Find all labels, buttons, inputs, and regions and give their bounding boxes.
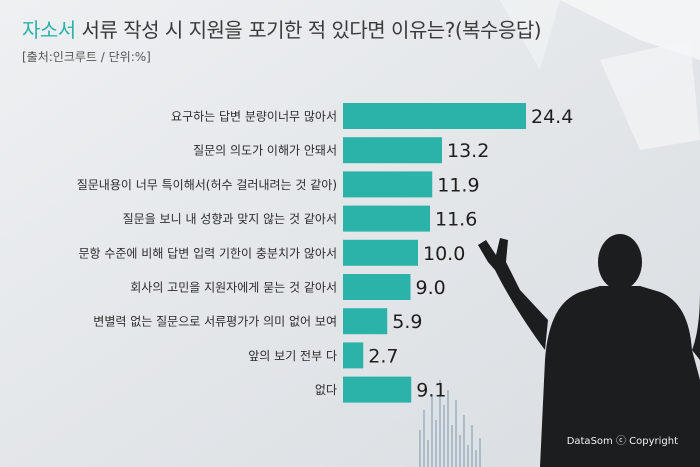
category-label: 질문의 의도가 이해가 안돼서 (193, 144, 337, 158)
value-label: 11.9 (437, 174, 479, 196)
bar (343, 103, 526, 129)
category-label: 요구하는 답변 분량이너무 많아서 (171, 110, 337, 124)
paper-shape (500, 0, 560, 70)
value-label: 9.0 (416, 277, 446, 299)
category-label: 회사의 고민을 지원자에게 묻는 것 같아서 (130, 281, 337, 295)
value-label: 9.1 (416, 380, 446, 402)
value-label: 24.4 (531, 106, 573, 128)
value-label: 13.2 (447, 140, 489, 162)
bar (343, 376, 412, 403)
paper-shape (560, 0, 700, 60)
bar (343, 342, 364, 369)
value-label: 2.7 (368, 345, 398, 367)
category-label: 질문내용이 너무 특이해서(허수 걸러내려는 것 같아) (77, 178, 337, 192)
category-label: 없다 (315, 383, 337, 397)
source-note: [출처:인크루트 / 단위:%] (22, 50, 151, 64)
bar (343, 239, 418, 266)
bar (343, 274, 411, 300)
value-label: 11.6 (435, 209, 477, 231)
chart-title-rest: 서류 작성 시 지원을 포기한 적 있다면 이유는?(복수응답) (75, 18, 542, 42)
copyright-credit: DataSom ⓒ Copyright (566, 436, 678, 447)
person-silhouette (478, 234, 700, 467)
value-label: 5.9 (392, 311, 422, 333)
chart-title: 자소서 서류 작성 시 지원을 포기한 적 있다면 이유는?(복수응답) (22, 14, 542, 43)
bar (343, 205, 430, 232)
category-label: 질문을 보니 내 성향과 맞지 않는 것 같아서 (123, 212, 337, 226)
bar (343, 171, 433, 198)
category-label: 변별력 없는 질문으로 서류평가가 의미 없어 보여 (93, 315, 337, 329)
equalizer-decoration (419, 380, 481, 467)
bar (343, 137, 442, 164)
bar (343, 308, 388, 335)
chart-title-highlight: 자소서 (22, 18, 76, 42)
category-label: 앞의 보기 전부 다 (248, 349, 337, 363)
category-label: 문항 수준에 비해 답변 입력 기한이 충분치가 않아서 (78, 246, 337, 260)
paper-shape (600, 40, 700, 150)
value-label: 10.0 (423, 243, 465, 265)
